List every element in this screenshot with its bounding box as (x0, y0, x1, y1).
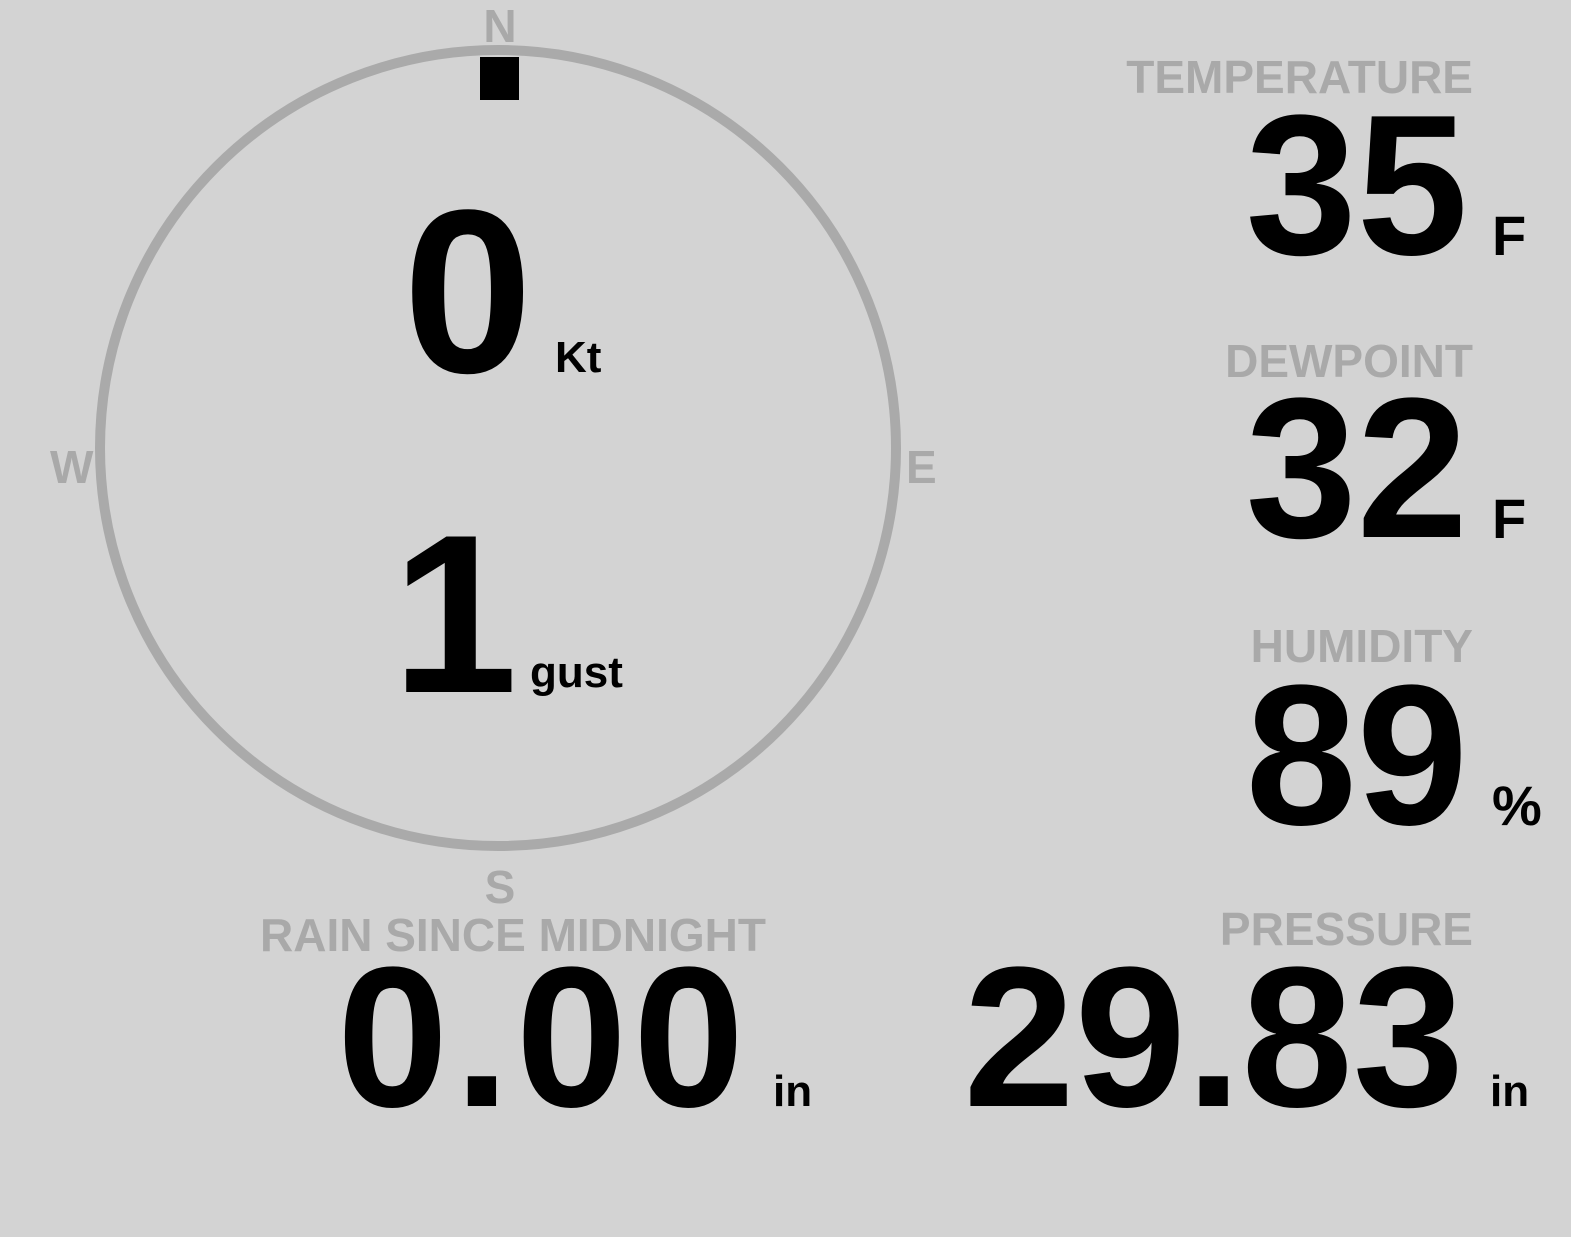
compass-south-label: S (484, 861, 516, 913)
dewpoint-unit: F (1492, 487, 1527, 550)
rain-value: 0.00 (337, 926, 751, 1149)
pressure-label: PRESSURE (1219, 903, 1473, 955)
humidity-label: HUMIDITY (1250, 620, 1473, 672)
humidity-value: 89 (1245, 644, 1468, 867)
dewpoint-label: DEWPOINT (1225, 335, 1473, 387)
wind-gust-value: 1 (392, 487, 518, 740)
humidity-unit: % (1492, 774, 1542, 837)
wind-speed-value: 0 (403, 162, 533, 422)
temperature-unit: F (1492, 204, 1527, 267)
wind-gust-unit: gust (530, 648, 623, 697)
compass-north-label: N (483, 0, 517, 52)
wind-speed-unit: Kt (555, 333, 602, 382)
wind-direction-marker (480, 57, 519, 100)
pressure-unit: in (1490, 1067, 1530, 1116)
rain-label: RAIN SINCE MIDNIGHT (260, 909, 766, 961)
temperature-label: TEMPERATURE (1126, 51, 1473, 103)
dewpoint-value: 32 (1245, 357, 1468, 580)
compass-west-label: W (50, 441, 94, 493)
compass-east-label: E (906, 441, 937, 493)
temperature-value: 35 (1245, 74, 1468, 297)
compass-ring (95, 45, 901, 851)
rain-unit: in (773, 1067, 813, 1116)
pressure-value: 29.83 (963, 926, 1465, 1149)
